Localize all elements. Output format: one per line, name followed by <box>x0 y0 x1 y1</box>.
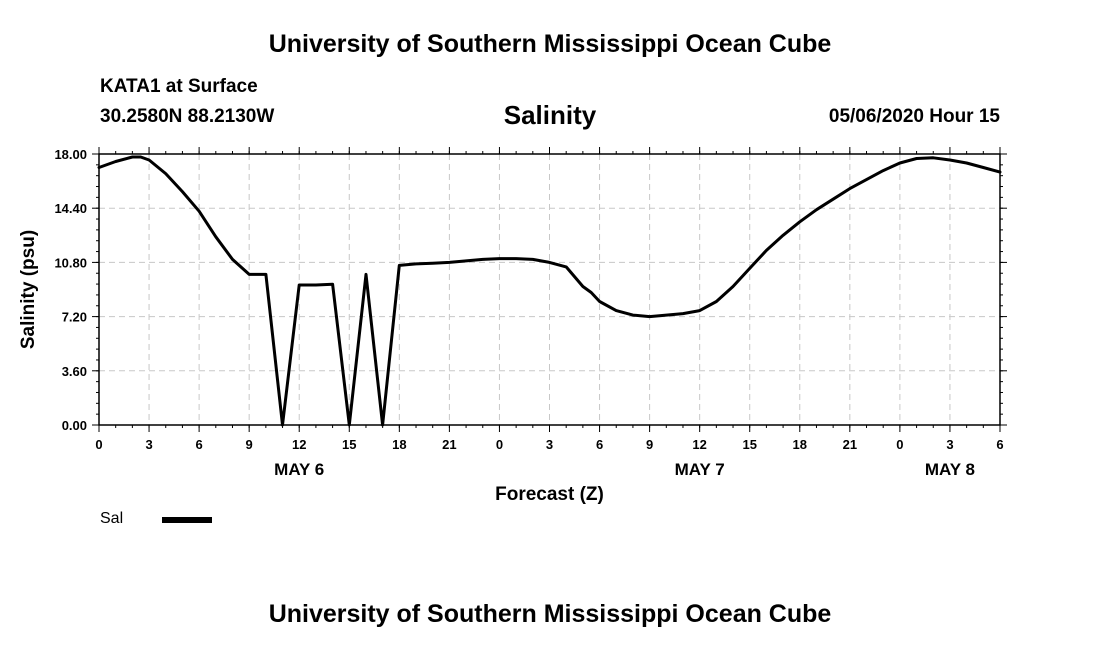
y-tick-label: 3.60 <box>62 364 87 379</box>
x-tick-label: 3 <box>145 437 152 452</box>
station-label: KATA1 at Surface <box>100 76 258 97</box>
x-tick-label: 21 <box>442 437 456 452</box>
x-tick-label: 18 <box>793 437 807 452</box>
date-label: MAY 6 <box>274 460 324 479</box>
page-title: University of Southern Mississippi Ocean… <box>268 30 832 58</box>
plot-frame <box>98 153 1001 426</box>
y-tick-label: 0.00 <box>62 418 87 433</box>
legend-swatch <box>162 517 212 523</box>
y-tick-label: 18.00 <box>54 147 87 162</box>
x-tick-label: 0 <box>896 437 903 452</box>
x-tick-label: 12 <box>292 437 306 452</box>
legend-label: Sal <box>100 510 124 527</box>
x-tick-label: 3 <box>546 437 553 452</box>
x-tick-label: 0 <box>496 437 503 452</box>
date-label: MAY 7 <box>675 460 725 479</box>
timestamp-label: 05/06/2020 Hour 15 <box>828 106 1000 127</box>
x-tick-label: 6 <box>596 437 603 452</box>
x-tick-label: 21 <box>843 437 857 452</box>
chart-title: Salinity <box>503 100 597 130</box>
date-label: MAY 8 <box>925 460 975 479</box>
x-tick-label: 18 <box>392 437 406 452</box>
x-tick-label: 6 <box>996 437 1003 452</box>
y-tick-label: 7.20 <box>62 310 87 325</box>
y-axis-title: Salinity (psu) <box>18 230 39 349</box>
x-tick-label: 3 <box>946 437 953 452</box>
x-tick-label: 15 <box>742 437 756 452</box>
x-axis-title: Forecast (Z) <box>495 484 604 505</box>
x-tick-label: 6 <box>195 437 202 452</box>
x-tick-label: 15 <box>342 437 356 452</box>
y-tick-label: 10.80 <box>54 255 87 270</box>
y-tick-label: 14.40 <box>54 201 87 216</box>
x-tick-label: 9 <box>246 437 253 452</box>
x-tick-label: 0 <box>95 437 102 452</box>
footer-title: University of Southern Mississippi Ocean… <box>268 600 832 628</box>
x-tick-label: 9 <box>646 437 653 452</box>
x-tick-label: 12 <box>692 437 706 452</box>
coordinates-label: 30.2580N 88.2130W <box>100 106 275 127</box>
series-line-sal <box>97 155 1002 427</box>
